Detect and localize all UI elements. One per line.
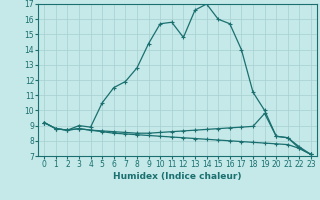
X-axis label: Humidex (Indice chaleur): Humidex (Indice chaleur) bbox=[113, 172, 242, 181]
